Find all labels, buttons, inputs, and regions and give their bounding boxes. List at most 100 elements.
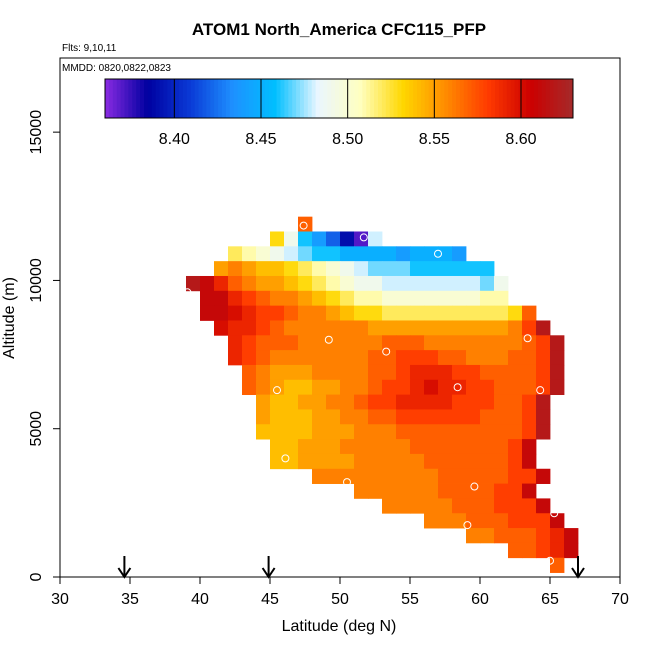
heatmap-cell xyxy=(354,290,369,307)
heatmap-cell xyxy=(368,483,383,499)
heatmap-cell xyxy=(466,305,481,321)
colorbar-segment xyxy=(264,79,270,118)
colorbar-segment xyxy=(498,79,504,118)
heatmap-cell xyxy=(270,394,285,410)
heatmap-cell xyxy=(312,364,327,381)
heatmap-cell xyxy=(382,453,397,470)
heatmap-cell xyxy=(424,498,439,514)
heatmap-cell xyxy=(508,468,523,484)
colorbar-segment xyxy=(183,79,188,118)
heatmap-cell xyxy=(522,468,537,484)
heatmap-cell xyxy=(284,409,299,425)
heatmap-cell xyxy=(256,275,271,292)
heatmap-cell xyxy=(452,409,467,425)
heatmap-cell xyxy=(368,394,383,410)
colorbar-segment xyxy=(342,79,348,118)
heatmap-cell xyxy=(312,261,327,277)
heatmap-cell xyxy=(396,424,411,440)
heatmap-cell xyxy=(452,394,467,410)
heatmap-cell xyxy=(382,290,397,307)
colorbar-segment xyxy=(487,79,492,118)
chart-title: ATOM1 North_America CFC115_PFP xyxy=(192,20,486,39)
heatmap-cell xyxy=(312,409,327,425)
heatmap-cell xyxy=(326,379,341,396)
heatmap-cell xyxy=(354,246,369,262)
heatmap-cell xyxy=(298,379,313,396)
heatmap-cell xyxy=(354,379,369,396)
sample-point xyxy=(523,334,532,343)
heatmap-cell xyxy=(368,379,383,396)
colorbar-segment xyxy=(327,79,332,118)
colorbar-segment xyxy=(456,79,461,118)
heatmap-cell xyxy=(494,364,509,381)
heatmap-cell xyxy=(438,424,453,440)
colorbar-segment xyxy=(167,79,172,118)
heatmap-cell xyxy=(508,542,523,559)
colorbar-segment xyxy=(151,79,157,118)
colorbar-segment xyxy=(350,79,356,118)
heatmap-cell xyxy=(466,453,481,470)
heatmap-cell xyxy=(326,364,341,381)
heatmap-cell xyxy=(284,364,299,381)
heatmap-cell xyxy=(550,335,565,351)
heatmap-cell xyxy=(396,453,411,470)
heatmap-cell xyxy=(368,320,383,336)
heatmap-cell xyxy=(480,290,495,307)
heatmap-cell xyxy=(410,335,425,351)
heatmap-cell xyxy=(228,275,243,292)
heatmap-cell xyxy=(382,350,397,366)
heatmap-cell xyxy=(326,275,341,292)
heatmap-cell xyxy=(382,424,397,440)
heatmap-cell xyxy=(354,468,369,484)
heatmap-cell xyxy=(284,439,299,455)
heatmap-cell xyxy=(284,305,299,321)
heatmap-cell xyxy=(480,439,495,455)
heatmap-cell xyxy=(536,424,551,440)
colorbar-segment xyxy=(198,79,203,118)
heatmap-cell xyxy=(410,246,425,262)
heatmap-cell xyxy=(466,528,481,544)
heatmap-cell xyxy=(522,364,537,381)
heatmap-cell xyxy=(326,335,341,351)
heatmap-cell xyxy=(326,305,341,321)
colorbar-segment xyxy=(241,79,246,118)
x-tick-label: 30 xyxy=(51,591,69,608)
heatmap-cell xyxy=(410,320,425,336)
heatmap-cell xyxy=(340,409,355,425)
heatmap-cell xyxy=(522,394,537,410)
heatmap-cell xyxy=(382,468,397,484)
heatmap-cell xyxy=(340,364,355,381)
heatmap-cell xyxy=(298,305,313,321)
sample-point xyxy=(571,335,580,344)
heatmap-cell xyxy=(312,439,327,455)
colorbar-segment xyxy=(409,79,414,118)
heatmap-cell xyxy=(522,305,537,321)
heatmap-cell xyxy=(508,335,523,351)
heatmap-cell xyxy=(270,453,285,470)
heatmap-cell xyxy=(508,409,523,425)
heatmap-cell xyxy=(424,305,439,321)
colorbar-segment xyxy=(319,79,324,118)
x-tick-label: 40 xyxy=(191,591,209,608)
heatmap-cell xyxy=(452,513,467,529)
heatmap-cell xyxy=(480,528,495,544)
colorbar-segment xyxy=(175,79,180,118)
heatmap-cell xyxy=(396,320,411,336)
colorbar-segment xyxy=(545,79,551,118)
heatmap-cell xyxy=(494,320,509,336)
heatmap-cell xyxy=(396,409,411,425)
heatmap-cell xyxy=(438,305,453,321)
heatmap-cell xyxy=(284,335,299,351)
colorbar-segment xyxy=(276,79,281,118)
heatmap-cell xyxy=(270,439,285,455)
heatmap-cell xyxy=(452,246,467,262)
heatmap-cell xyxy=(242,379,257,396)
colorbar-segment xyxy=(155,79,161,118)
heatmap-cell xyxy=(466,364,481,381)
heatmap-cell xyxy=(228,290,243,307)
heatmap-cell xyxy=(186,275,201,292)
x-axis-label: Latitude (deg N) xyxy=(282,618,397,635)
colorbar-segment xyxy=(389,79,395,118)
colorbar-segment xyxy=(128,79,133,118)
heatmap-cell xyxy=(550,350,565,366)
